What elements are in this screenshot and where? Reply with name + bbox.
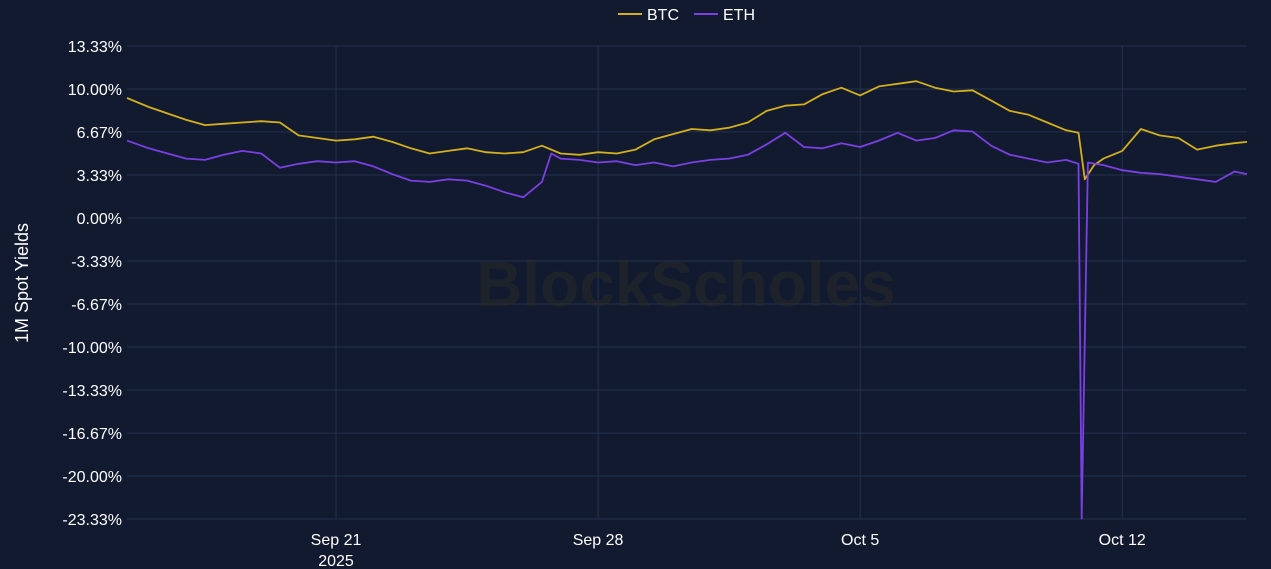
y-tick-label: -23.33% (62, 512, 122, 529)
legend-label-eth: ETH (723, 7, 755, 24)
legend-label-btc: BTC (647, 7, 679, 24)
series-line-btc (126, 80, 1248, 181)
y-tick-label: 6.67% (77, 125, 122, 142)
y-tick-label: -13.33% (62, 383, 122, 400)
x-tick-label: Sep 28 (573, 532, 624, 549)
x-tick-label: Sep 21 (311, 532, 362, 549)
watermark: BlockScholes (476, 248, 896, 320)
y-tick-label: 13.33% (68, 39, 122, 56)
grid-layer (127, 45, 1247, 520)
series-line-eth (126, 129, 1248, 520)
x-tick-sublabel: 2025 (318, 553, 354, 569)
y-tick-label: -20.00% (62, 469, 122, 486)
y-tick-label: -16.67% (62, 426, 122, 443)
y-tick-label: -3.33% (71, 254, 122, 271)
x-tick-label: Oct 12 (1099, 532, 1146, 549)
x-axis-ticks: Sep 21 2025 Sep 28 Oct 5 Oct 12 (311, 532, 1146, 569)
legend: BTC ETH (618, 7, 755, 24)
y-tick-label: -6.67% (71, 297, 122, 314)
x-tick-label: Oct 5 (841, 532, 879, 549)
y-tick-label: 0.00% (77, 211, 122, 228)
y-tick-label: 10.00% (68, 82, 122, 99)
series-layer (126, 80, 1248, 520)
y-tick-label: 3.33% (77, 168, 122, 185)
y-axis-ticks: 13.33% 10.00% 6.67% 3.33% 0.00% -3.33% -6.67% -… (62, 39, 122, 529)
y-axis-label: 1M Spot Yields (12, 223, 32, 343)
y-tick-label: -10.00% (62, 340, 122, 357)
